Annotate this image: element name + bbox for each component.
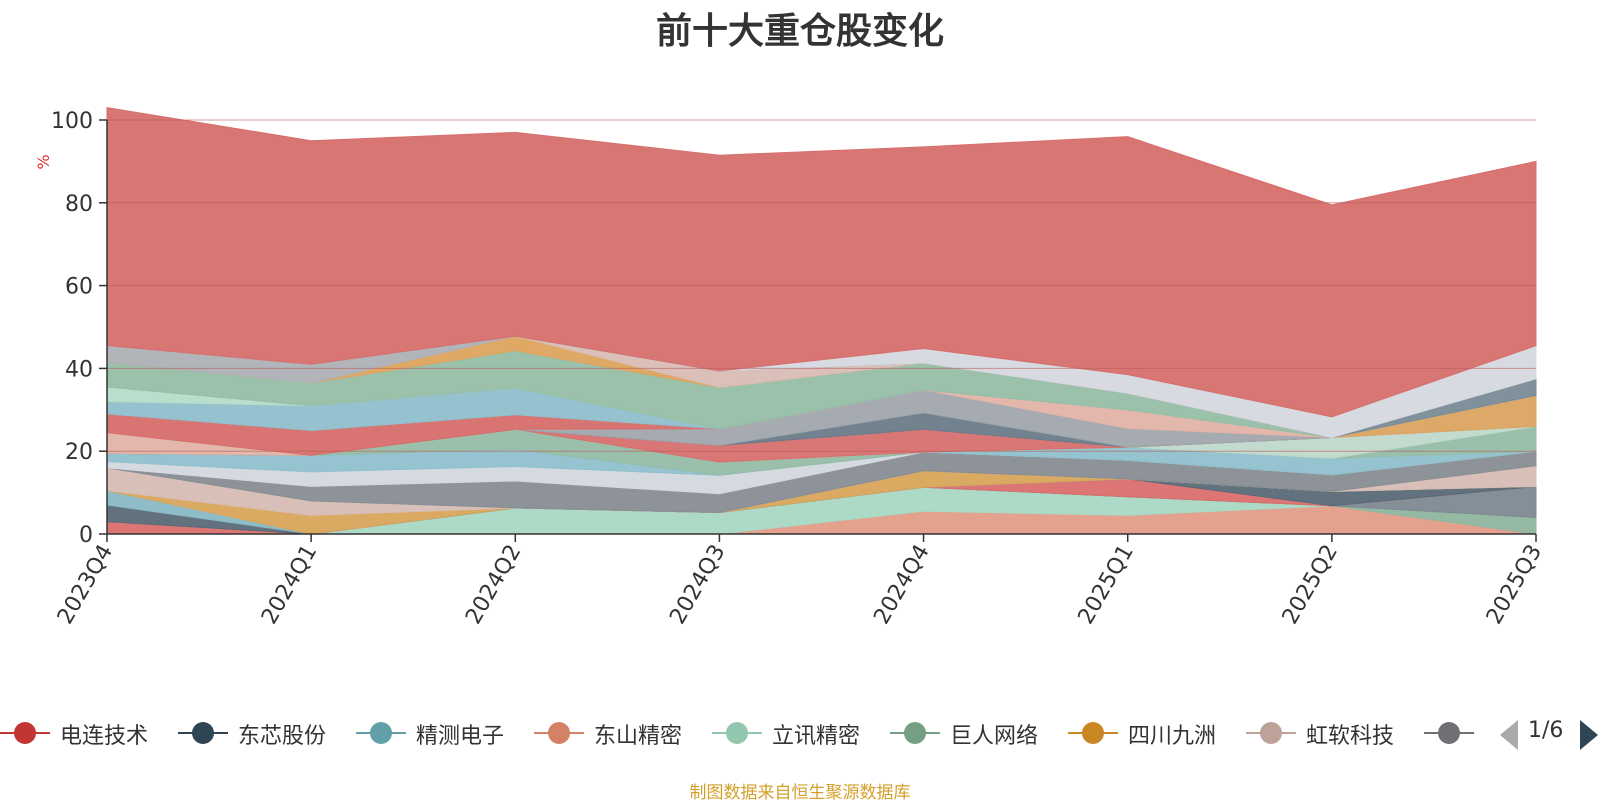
legend-label: 立讯精密 (772, 724, 861, 749)
x-tick-label: 2025Q1 (1074, 541, 1139, 629)
legend-dot-icon (14, 722, 36, 744)
y-tick-label: 60 (65, 275, 93, 300)
y-tick-label: 20 (65, 440, 93, 465)
legend-next-icon[interactable] (1580, 720, 1598, 750)
legend-label: 东芯股份 (238, 724, 327, 749)
y-axis-label: % (34, 154, 53, 169)
legend-label: 精测电子 (416, 724, 505, 749)
x-tick-label: 2025Q2 (1278, 541, 1343, 629)
stacked-area-chart: 东山精密立讯精密巨人网络华工科技电连技术东芯股份精测电子四川九洲虹软科技兆易创新… (34, 107, 1547, 629)
x-tick-label: 2024Q2 (461, 541, 526, 629)
x-tick-label: 2024Q1 (257, 541, 322, 629)
legend-label: 四川九洲 (1128, 724, 1217, 749)
legend-dot-icon (904, 722, 926, 744)
legend-dot-icon (1260, 722, 1282, 744)
legend-label: 电连技术 (60, 724, 149, 749)
x-tick-label: 2024Q3 (665, 541, 730, 629)
legend-dot-icon (1082, 722, 1104, 744)
x-tick-label: 2024Q4 (869, 541, 934, 629)
legend-dot-icon (370, 722, 392, 744)
legend-dot-icon (726, 722, 748, 744)
y-tick-label: 80 (65, 192, 93, 217)
y-tick-label: 0 (79, 523, 93, 548)
data-source-note: 制图数据来自恒生聚源数据库 (689, 783, 911, 803)
legend-label: 虹软科技 (1306, 724, 1395, 749)
area-layer: 东山精密立讯精密巨人网络华工科技电连技术东芯股份精测电子四川九洲虹软科技兆易创新… (106, 107, 1537, 535)
x-tick-label: 2025Q3 (1482, 541, 1547, 629)
area-series-29: 其他 (106, 107, 1537, 418)
y-tick-label: 100 (51, 109, 93, 134)
legend-prev-icon[interactable] (1500, 720, 1518, 750)
legend-dot-icon (1438, 722, 1460, 744)
y-tick-label: 40 (65, 357, 93, 382)
chart-title: 前十大重仓股变化 (655, 11, 944, 52)
x-tick-label: 2023Q4 (53, 541, 118, 629)
legend-dot-icon (192, 722, 214, 744)
legend-label: 东山精密 (594, 724, 683, 749)
legend-dot-icon (548, 722, 570, 744)
legend: 电连技术东芯股份精测电子东山精密立讯精密巨人网络四川九洲虹软科技兆易创新 (0, 714, 1475, 754)
grid-layer (107, 119, 1536, 452)
legend-label: 巨人网络 (950, 724, 1039, 749)
legend-pager: 1/6 (1500, 716, 1600, 756)
legend-page-indicator: 1/6 (1528, 718, 1564, 743)
